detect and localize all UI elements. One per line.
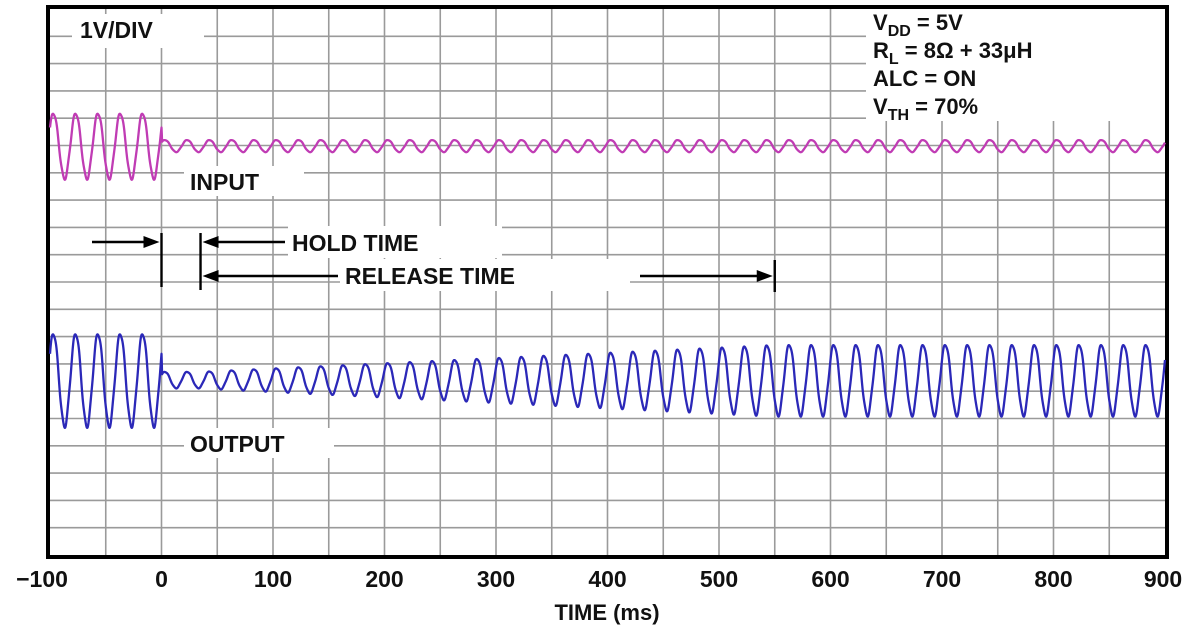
hold-label-bg (288, 226, 502, 258)
timing-annotations (92, 233, 776, 292)
x-tick-label: 600 (811, 566, 849, 592)
release-label-bg (340, 259, 630, 291)
x-tick-label: 0 (155, 566, 168, 592)
hold-time-label: HOLD TIME (292, 230, 419, 256)
x-axis-label: TIME (ms) (554, 600, 659, 625)
x-tick-label: 700 (923, 566, 961, 592)
x-tick-label: 300 (477, 566, 515, 592)
scale-label-bg (72, 14, 204, 48)
grid (50, 9, 1165, 555)
release-arrowhead-right (756, 270, 773, 282)
x-tick-label: 400 (588, 566, 626, 592)
series-label-input: INPUT (190, 169, 259, 195)
series-line-output (48, 333, 1167, 429)
release-time-label: RELEASE TIME (345, 263, 515, 289)
x-tick-label: 200 (365, 566, 403, 592)
output-label-bg (184, 428, 334, 458)
zero-arrowhead (143, 236, 160, 248)
x-tick-label: −100 (16, 566, 68, 592)
x-tick-label: 900 (1144, 566, 1182, 592)
x-tick-labels: −100 0 100 200 300 400 500 600 700 800 900 (16, 566, 1182, 592)
traces (48, 112, 1167, 429)
series-label-output: OUTPUT (190, 431, 285, 457)
conditions-bg (866, 9, 1165, 121)
release-arrowhead-left (202, 270, 219, 282)
series-line-input (48, 112, 1166, 181)
plot-frame (46, 5, 1169, 559)
scale-label: 1V/DIV (80, 17, 154, 43)
hold-arrowhead (202, 236, 219, 248)
input-label-bg (184, 166, 304, 196)
x-tick-label: 100 (254, 566, 292, 592)
condition-alc: ALC = ON (873, 66, 976, 91)
x-tick-label: 800 (1034, 566, 1072, 592)
x-tick-label: 500 (700, 566, 738, 592)
